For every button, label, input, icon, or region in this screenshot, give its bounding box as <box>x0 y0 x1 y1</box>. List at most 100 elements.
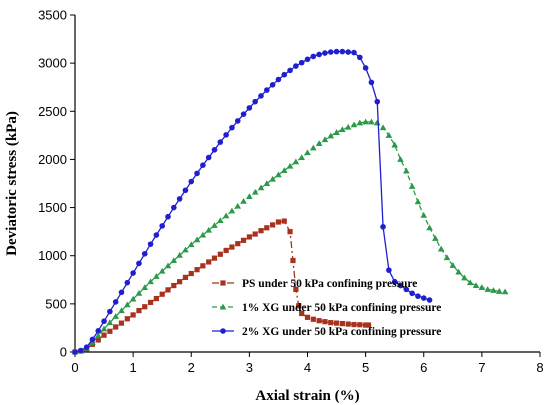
data-point <box>496 288 503 294</box>
data-point <box>107 308 113 315</box>
data-point <box>310 316 316 322</box>
data-point <box>321 136 329 143</box>
legend-entry: 2% XG under 50 kPa confining pressure <box>242 326 441 338</box>
data-point <box>211 255 218 261</box>
data-point <box>304 149 311 156</box>
data-point <box>100 325 108 332</box>
data-point <box>368 118 375 125</box>
x-tick-label: 3 <box>246 360 253 375</box>
data-point <box>229 124 235 131</box>
data-point <box>501 288 509 295</box>
data-point <box>339 126 346 133</box>
data-point <box>415 293 421 299</box>
x-tick-label: 0 <box>71 360 78 375</box>
data-point <box>478 284 486 290</box>
data-point <box>194 170 200 177</box>
data-point <box>357 322 363 328</box>
data-point <box>228 207 236 214</box>
data-point <box>373 119 381 126</box>
data-point <box>287 67 293 74</box>
data-point <box>106 319 114 326</box>
data-point <box>391 141 398 148</box>
data-point <box>437 245 445 252</box>
data-point <box>240 111 247 117</box>
data-point <box>72 349 78 355</box>
data-point <box>269 175 276 182</box>
data-point <box>414 198 422 205</box>
data-point <box>345 49 351 55</box>
y-axis-title: Deviatoric stress (kPa) <box>4 111 20 256</box>
data-point <box>124 279 131 286</box>
data-point <box>171 282 177 289</box>
x-tick-label: 6 <box>420 360 427 375</box>
data-point <box>229 244 235 250</box>
data-point <box>170 257 178 264</box>
data-point <box>397 156 404 162</box>
data-point <box>293 286 299 293</box>
data-point <box>159 223 165 229</box>
data-point <box>118 320 125 326</box>
y-tick-label: 2500 <box>38 104 67 119</box>
data-point <box>257 184 265 191</box>
data-point <box>200 162 206 169</box>
data-point <box>432 235 439 241</box>
y-tick-label: 500 <box>45 296 67 311</box>
data-point <box>118 289 125 296</box>
data-point <box>153 295 159 302</box>
data-point <box>206 259 212 265</box>
data-point <box>112 313 119 319</box>
data-point <box>466 279 474 286</box>
data-point <box>246 234 252 240</box>
data-point <box>322 50 328 56</box>
data-point <box>461 274 468 281</box>
y-tick-label: 2000 <box>38 152 67 167</box>
data-point <box>264 87 270 93</box>
data-point <box>362 65 369 71</box>
data-point <box>374 98 381 105</box>
data-point <box>403 167 410 174</box>
x-axis-title: Axial strain (%) <box>255 388 359 404</box>
data-point <box>351 321 357 328</box>
data-point <box>391 278 398 285</box>
data-point <box>187 241 195 248</box>
data-point <box>188 270 194 277</box>
data-point <box>153 232 160 238</box>
legend-entry: 1% XG under 50 kPa confining pressure <box>242 302 441 314</box>
data-point <box>182 274 189 280</box>
data-point <box>304 56 311 63</box>
data-point <box>188 178 195 185</box>
data-point <box>222 212 230 219</box>
data-point <box>112 299 119 305</box>
data-point <box>322 319 328 325</box>
data-point <box>385 132 393 138</box>
data-point <box>147 278 154 285</box>
data-point <box>409 290 415 297</box>
data-point <box>362 118 369 125</box>
data-point <box>252 231 258 237</box>
data-point <box>101 332 107 338</box>
data-point <box>333 129 340 135</box>
data-point <box>310 144 317 151</box>
data-point <box>129 295 137 302</box>
data-point <box>397 282 404 289</box>
legend-marker <box>220 328 226 334</box>
data-point <box>351 49 357 56</box>
data-point <box>316 318 322 324</box>
data-point <box>141 284 149 290</box>
data-point <box>164 262 172 269</box>
data-point <box>380 224 386 230</box>
data-point <box>408 183 416 189</box>
data-point <box>223 247 229 254</box>
data-point <box>246 105 253 111</box>
data-point <box>83 344 90 350</box>
data-point <box>135 289 143 296</box>
data-point <box>217 139 224 145</box>
data-point <box>363 322 369 328</box>
data-point <box>386 267 392 273</box>
x-tick-label: 5 <box>362 360 369 375</box>
legend-marker <box>220 280 226 286</box>
data-point <box>95 337 101 343</box>
data-point <box>490 287 497 293</box>
data-point <box>165 213 171 220</box>
data-point <box>286 162 294 169</box>
